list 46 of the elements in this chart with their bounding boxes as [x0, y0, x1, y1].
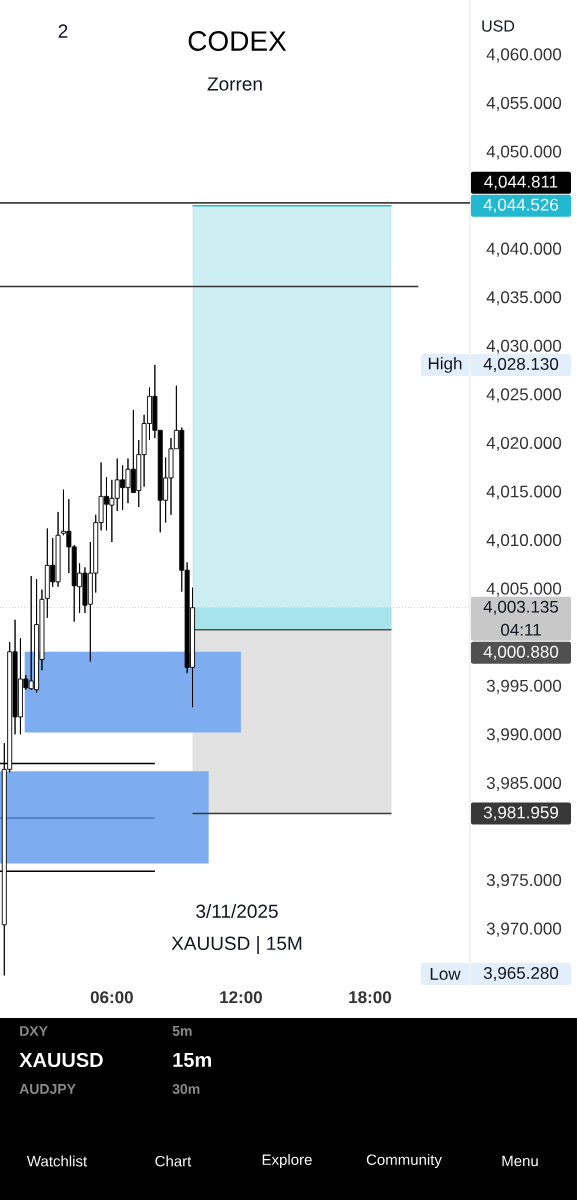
y-tick-label: 4,020.000: [486, 436, 562, 451]
y-tick-label: 4,055.000: [486, 96, 562, 111]
y-tick-label: 3,970.000: [486, 922, 562, 937]
text: 04:11: [501, 623, 541, 636]
y-tick-label: 3,995.000: [486, 679, 562, 694]
text: 3,981.959: [483, 806, 558, 821]
text: Chart: [155, 1155, 192, 1167]
y-tick-label: 4,060.000: [486, 48, 562, 63]
annotation: 2: [58, 24, 68, 38]
y-tick-label: 3,985.000: [486, 776, 562, 791]
annotation: XAUUSD | 15M: [171, 936, 302, 954]
text: Zorren: [207, 77, 262, 91]
annotation: High: [428, 357, 462, 373]
y-tick-label: 3,975.000: [486, 874, 562, 889]
y-tick-label: 4,040.000: [486, 242, 562, 257]
text: USD: [482, 20, 515, 32]
text: DXY: [20, 1026, 48, 1036]
y-tick-label: 4,030.000: [486, 339, 562, 354]
y-tick-label: 3,990.000: [486, 728, 562, 743]
text: 3,965.280: [483, 966, 559, 982]
x-tick-label: 18:00: [349, 991, 391, 1004]
y-tick-label: 4,035.000: [486, 291, 562, 306]
x-tick-label: 12:00: [220, 991, 262, 1004]
y-tick-label: 4,010.000: [486, 534, 562, 549]
annotation: Low: [430, 968, 461, 980]
y-tick-label: 4,015.000: [486, 485, 562, 500]
text: 4,028.130: [483, 357, 559, 372]
text: XAUUSD: [19, 1052, 103, 1068]
text: 4,000.880: [483, 645, 559, 660]
text: Community: [366, 1154, 442, 1168]
y-tick-label: 4,005.000: [486, 582, 562, 597]
ref-line-label: 4,044.811: [484, 175, 558, 190]
text: Explore: [262, 1154, 312, 1168]
text: 5m: [172, 1026, 192, 1036]
x-tick-label: 06:00: [90, 991, 133, 1004]
text: Menu: [502, 1155, 538, 1167]
text: 30m: [172, 1084, 200, 1094]
text: Watchlist: [26, 1155, 88, 1167]
text: 4,044.526: [483, 198, 559, 213]
text: AUDJPY: [19, 1084, 76, 1094]
ref-line-label: 4,003.135: [483, 600, 559, 615]
annotation: 3/11/2025: [196, 904, 278, 918]
y-tick-label: 4,025.000: [486, 388, 562, 403]
text: 15m: [173, 1053, 211, 1067]
text: CODEX: [188, 31, 287, 51]
y-tick-label: 4,050.000: [486, 145, 562, 160]
